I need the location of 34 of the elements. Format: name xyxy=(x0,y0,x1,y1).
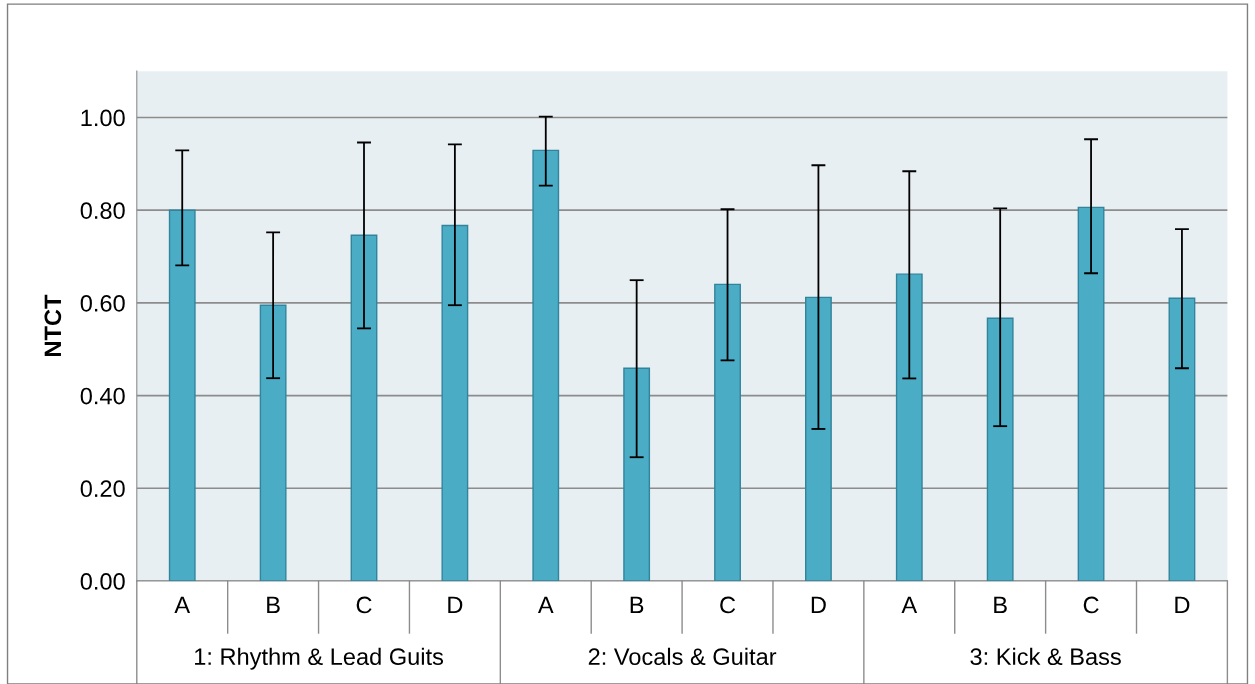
x-tick-label: A xyxy=(174,596,191,614)
bar xyxy=(986,317,1014,581)
y-axis-title: NTCT xyxy=(44,294,62,356)
x-tick-label: B xyxy=(630,596,644,614)
bar xyxy=(259,304,287,581)
bar xyxy=(895,273,923,581)
x-tick-label: C xyxy=(1083,596,1099,614)
text: 2: Vocals & Guitar xyxy=(588,647,777,666)
x-tick-label: A xyxy=(901,596,918,614)
x-tick-label: D xyxy=(811,596,826,614)
x-tick-label: C xyxy=(356,596,372,614)
bar xyxy=(1077,206,1105,581)
x-tick-label: C xyxy=(720,596,736,614)
y-tick-label: 1.00 xyxy=(81,109,125,127)
x-tick-label: B xyxy=(994,596,1007,614)
bar xyxy=(532,149,560,581)
bar xyxy=(804,296,832,581)
bar xyxy=(350,234,378,581)
x-tick-label: D xyxy=(1175,596,1190,614)
bar xyxy=(441,224,469,581)
bar xyxy=(623,367,651,581)
y-tick-label: 0.00 xyxy=(80,573,125,590)
bar xyxy=(168,209,196,581)
x-tick-label: D xyxy=(448,596,463,614)
y-tick-label: 0.80 xyxy=(80,202,125,219)
x-tick-label: B xyxy=(267,596,280,614)
y-tick-label: 0.40 xyxy=(80,387,125,405)
y-tick-label: 0.60 xyxy=(80,294,125,312)
bar xyxy=(714,283,741,581)
text: 1: Rhythm & Lead Guits xyxy=(195,647,444,670)
text: 3: Kick & Bass xyxy=(970,647,1121,666)
x-tick-label: A xyxy=(537,596,554,614)
y-tick-label: 0.20 xyxy=(80,480,125,498)
bar xyxy=(1168,297,1196,581)
